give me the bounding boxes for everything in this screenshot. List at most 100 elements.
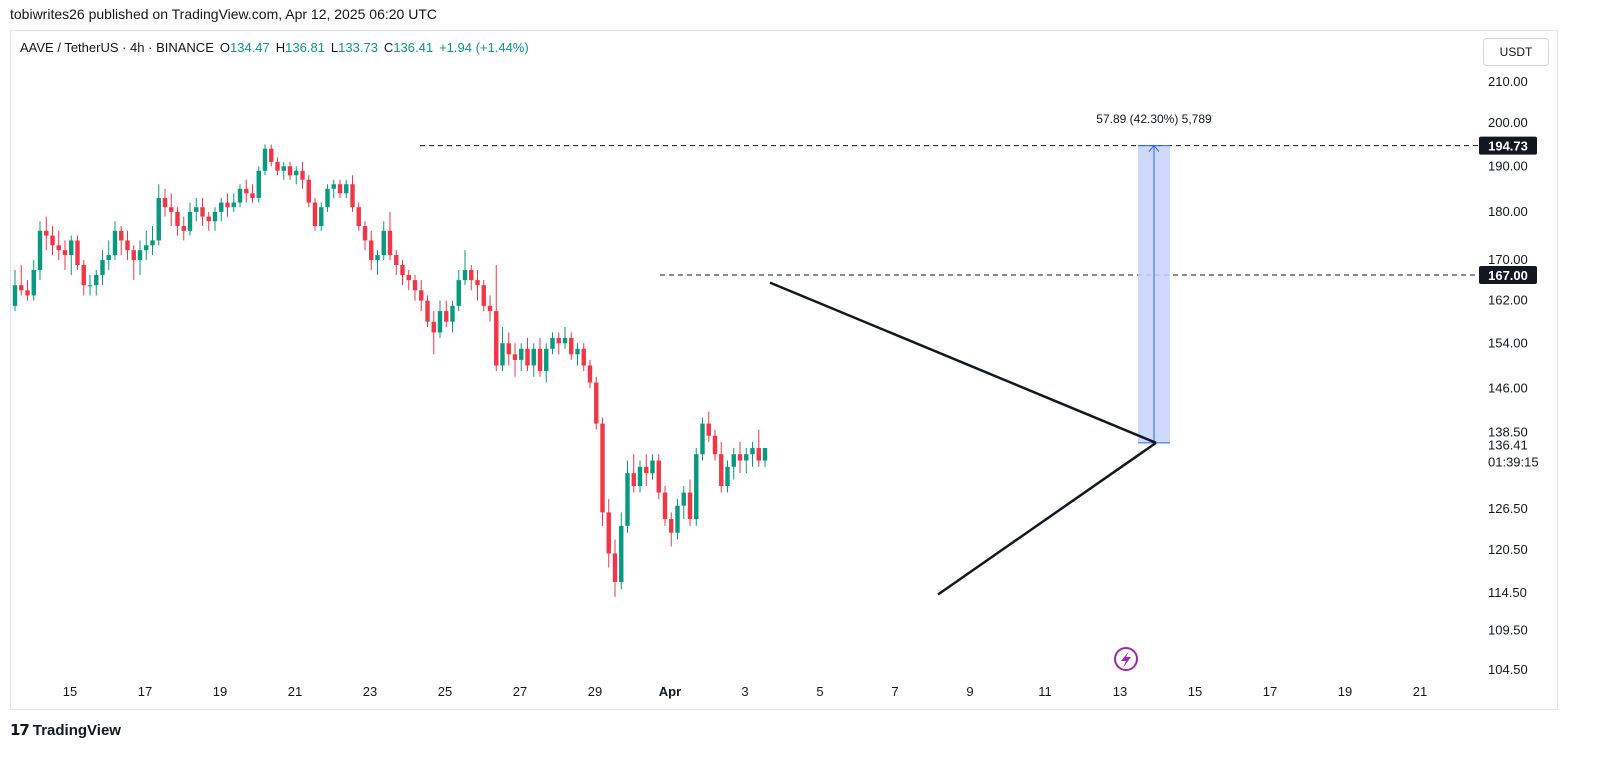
time-tick-label: 3 (741, 684, 748, 699)
candle-body (581, 348, 586, 366)
candle-body (169, 207, 174, 212)
candle-body (125, 240, 130, 251)
candle-body (656, 460, 661, 493)
candle-body (681, 492, 686, 506)
candle-body (62, 250, 68, 256)
candle-body (525, 348, 530, 366)
measure-arrow-head (1148, 144, 1160, 152)
candle-body (25, 290, 30, 296)
price-axis[interactable]: 210.00 200.00 190.00 180.00 170.00 162.00 154.… (1479, 74, 1540, 677)
candle-body (600, 423, 605, 513)
time-tick-label: 21 (1413, 684, 1427, 699)
candle-body (300, 170, 305, 180)
candle-body (56, 245, 61, 251)
candle-body (244, 188, 249, 194)
candle-body (756, 448, 761, 461)
candle-body (50, 235, 55, 246)
candle-body (175, 211, 180, 227)
price-tick-label: 170.00 (1488, 252, 1528, 267)
candle-body (144, 245, 149, 251)
candle-body (675, 505, 680, 533)
candle-body (262, 148, 268, 171)
candle-body (275, 161, 280, 171)
candle-body (575, 348, 580, 355)
price-range-measure[interactable]: 57.89 (42.30%) 5,789 (1096, 112, 1212, 444)
candle-body (475, 280, 480, 286)
time-tick-label: 21 (288, 684, 302, 699)
time-tick-label: 17 (1263, 684, 1277, 699)
candle-body (412, 280, 418, 291)
candle-body (162, 197, 168, 208)
tradingview-logo[interactable]: 𝟭𝟳 TradingView (10, 721, 121, 740)
candle-body (519, 348, 524, 360)
time-tick-label: 27 (513, 684, 527, 699)
candle-body (750, 448, 755, 455)
candle-body (356, 207, 361, 227)
time-tick-label: 19 (1338, 684, 1352, 699)
price-tick-label: 146.00 (1488, 380, 1528, 395)
candle-body (694, 454, 699, 520)
time-tick-label: 11 (1038, 684, 1052, 699)
candle-body (312, 202, 318, 227)
currency-button[interactable]: USDT (1483, 38, 1549, 66)
price-tick-label: 104.50 (1488, 662, 1528, 677)
candle-body (662, 492, 668, 520)
candle-body (725, 466, 730, 487)
candle-body (462, 269, 468, 281)
candle-body (225, 202, 230, 208)
candle-body (319, 207, 324, 227)
time-tick-label: 17 (138, 684, 152, 699)
tradingview-logo-text: TradingView (32, 721, 121, 739)
candle-body (287, 166, 293, 176)
time-tick-label: 5 (816, 684, 823, 699)
price-tick-label: 180.00 (1488, 204, 1528, 219)
candle-body (44, 230, 49, 236)
close-value: 136.41 (393, 40, 434, 55)
candle-body (556, 337, 561, 344)
candle-body (550, 337, 555, 349)
candle-body (506, 343, 511, 355)
candle-body (619, 525, 624, 583)
high-key: H (275, 40, 286, 55)
alert-lightning-icon[interactable] (1114, 647, 1138, 671)
candle-body (469, 269, 474, 281)
change-value: +1.94 (+1.44%) (439, 40, 529, 55)
candle-body (106, 255, 111, 261)
symbol-title[interactable]: AAVE / TetherUS · 4h · BINANCE (20, 40, 214, 55)
candle-body (212, 211, 218, 222)
candle-body (537, 348, 543, 372)
candle-series (12, 144, 768, 597)
candle-body (331, 184, 336, 189)
candle-body (637, 466, 643, 487)
candle-body (444, 311, 449, 322)
time-tick-label: 29 (588, 684, 602, 699)
open-key: O (219, 40, 230, 55)
triangle-upper-line (769, 281, 1157, 444)
price-label-mid-bg (1479, 266, 1537, 285)
candle-body (181, 226, 186, 231)
price-tick-label: 210.00 (1488, 74, 1528, 89)
price-tick-label: 190.00 (1488, 158, 1528, 173)
time-tick-label: 23 (363, 684, 377, 699)
time-axis[interactable]: 15 17 19 21 23 25 27 29 Apr 3 5 7 9 11 13 15 17 19 21 (63, 684, 1427, 699)
measure-label: 57.89 (42.30%) 5,789 (1096, 112, 1212, 126)
time-tick-label: 15 (63, 684, 77, 699)
triangle-pattern[interactable] (769, 281, 1157, 596)
candle-body (381, 230, 386, 256)
candle-body (544, 348, 549, 372)
candle-body (100, 260, 105, 276)
candle-body (512, 354, 518, 360)
candle-body (281, 166, 286, 171)
candle-body (12, 285, 18, 306)
chart-pane[interactable] (10, 30, 1558, 710)
symbol-legend[interactable]: AAVE / TetherUS · 4h · BINANCE O134.47 H… (20, 40, 529, 55)
candle-body (494, 311, 499, 366)
candle-body (250, 193, 255, 198)
time-tick-label: 15 (1188, 684, 1202, 699)
triangle-lower-line (937, 441, 1157, 596)
low-value: 133.73 (338, 40, 378, 55)
candle-body (112, 230, 118, 256)
candle-body (456, 280, 461, 306)
candle-body (387, 230, 393, 256)
